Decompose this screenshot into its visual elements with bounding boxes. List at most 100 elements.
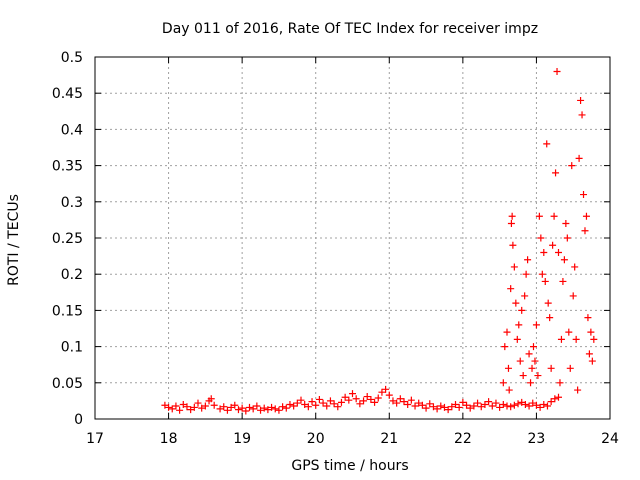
data-point bbox=[444, 406, 452, 414]
data-point bbox=[216, 405, 224, 413]
data-point bbox=[382, 385, 390, 393]
data-point bbox=[555, 393, 562, 401]
data-point bbox=[385, 391, 393, 399]
x-tick-label: 24 bbox=[601, 431, 619, 447]
y-axis-ticks: 0 0.05 0.1 0.15 0.2 0.25 0.3 0.35 0.4 0.45 0.5 bbox=[52, 50, 610, 428]
data-point bbox=[337, 398, 345, 406]
data-point bbox=[527, 379, 535, 387]
data-point bbox=[345, 396, 353, 404]
data-point bbox=[268, 403, 276, 411]
data-point bbox=[352, 395, 360, 403]
data-point bbox=[529, 399, 537, 407]
data-point bbox=[578, 111, 586, 119]
data-point bbox=[512, 299, 520, 307]
data-point bbox=[525, 350, 533, 358]
data-point bbox=[194, 399, 202, 407]
data-point bbox=[522, 270, 530, 278]
data-point bbox=[507, 220, 515, 228]
data-point bbox=[227, 403, 235, 411]
data-point bbox=[374, 394, 382, 402]
y-tick-label: 0.1 bbox=[61, 340, 83, 356]
data-point bbox=[301, 401, 309, 409]
grid-lines bbox=[95, 57, 610, 419]
y-tick-label: 0.05 bbox=[52, 376, 83, 392]
data-point bbox=[559, 277, 567, 285]
data-points bbox=[161, 67, 598, 415]
data-point bbox=[590, 335, 598, 343]
data-point bbox=[253, 402, 261, 410]
data-point bbox=[496, 403, 504, 411]
data-point bbox=[534, 372, 542, 380]
data-point bbox=[582, 212, 590, 220]
chart-title: Day 011 of 2016, Rate Of TEC Index for r… bbox=[162, 21, 538, 37]
data-point bbox=[547, 398, 555, 406]
x-axis-label: GPS time / hours bbox=[291, 458, 408, 474]
data-point bbox=[503, 402, 511, 410]
data-point bbox=[507, 285, 515, 293]
data-point bbox=[282, 404, 290, 412]
data-point bbox=[532, 321, 540, 329]
data-point bbox=[246, 403, 253, 411]
data-point bbox=[525, 402, 533, 410]
data-point bbox=[556, 379, 564, 387]
data-point bbox=[161, 401, 169, 409]
data-point bbox=[389, 397, 397, 405]
data-point bbox=[319, 399, 327, 407]
data-point bbox=[466, 404, 474, 412]
data-point bbox=[418, 401, 426, 409]
data-point bbox=[210, 401, 218, 409]
data-point bbox=[260, 404, 268, 412]
data-point bbox=[574, 386, 582, 394]
data-point bbox=[371, 398, 379, 406]
data-point bbox=[190, 403, 198, 411]
y-tick-label: 0.2 bbox=[61, 267, 83, 283]
data-point bbox=[220, 403, 228, 411]
y-tick-label: 0 bbox=[74, 412, 83, 428]
data-point bbox=[584, 314, 592, 322]
data-point bbox=[234, 406, 242, 414]
data-point bbox=[549, 241, 557, 249]
data-point bbox=[279, 403, 287, 411]
x-tick-label: 19 bbox=[233, 431, 251, 447]
data-point bbox=[470, 402, 478, 410]
data-point bbox=[563, 234, 571, 242]
data-point bbox=[577, 96, 585, 104]
data-point bbox=[513, 335, 521, 343]
data-point bbox=[356, 400, 364, 408]
data-point bbox=[304, 403, 312, 411]
data-point bbox=[297, 396, 305, 404]
data-point bbox=[315, 395, 323, 403]
data-point bbox=[363, 393, 371, 401]
data-point bbox=[560, 256, 568, 264]
data-point bbox=[514, 400, 522, 408]
data-point bbox=[515, 321, 523, 329]
data-point bbox=[172, 402, 180, 410]
data-point bbox=[568, 162, 576, 170]
data-point bbox=[404, 401, 412, 409]
data-point bbox=[504, 364, 512, 372]
data-point bbox=[510, 401, 518, 409]
data-point bbox=[249, 405, 257, 413]
data-point bbox=[290, 402, 298, 410]
data-point bbox=[422, 404, 430, 412]
data-point bbox=[286, 401, 294, 409]
data-point bbox=[312, 401, 320, 409]
x-tick-label: 17 bbox=[86, 431, 104, 447]
y-tick-label: 0.4 bbox=[61, 122, 83, 138]
data-point bbox=[481, 401, 489, 409]
data-point bbox=[452, 401, 459, 409]
data-point bbox=[168, 405, 176, 413]
data-point bbox=[323, 402, 331, 410]
data-point bbox=[187, 406, 195, 414]
data-point bbox=[334, 403, 342, 411]
data-point bbox=[198, 404, 206, 412]
data-point bbox=[541, 277, 549, 285]
data-point bbox=[488, 402, 496, 410]
x-tick-label: 22 bbox=[454, 431, 472, 447]
x-tick-label: 21 bbox=[380, 431, 398, 447]
data-point bbox=[565, 328, 573, 336]
data-point bbox=[393, 399, 401, 407]
data-point bbox=[580, 191, 588, 199]
data-point bbox=[257, 406, 265, 414]
data-point bbox=[569, 292, 577, 300]
